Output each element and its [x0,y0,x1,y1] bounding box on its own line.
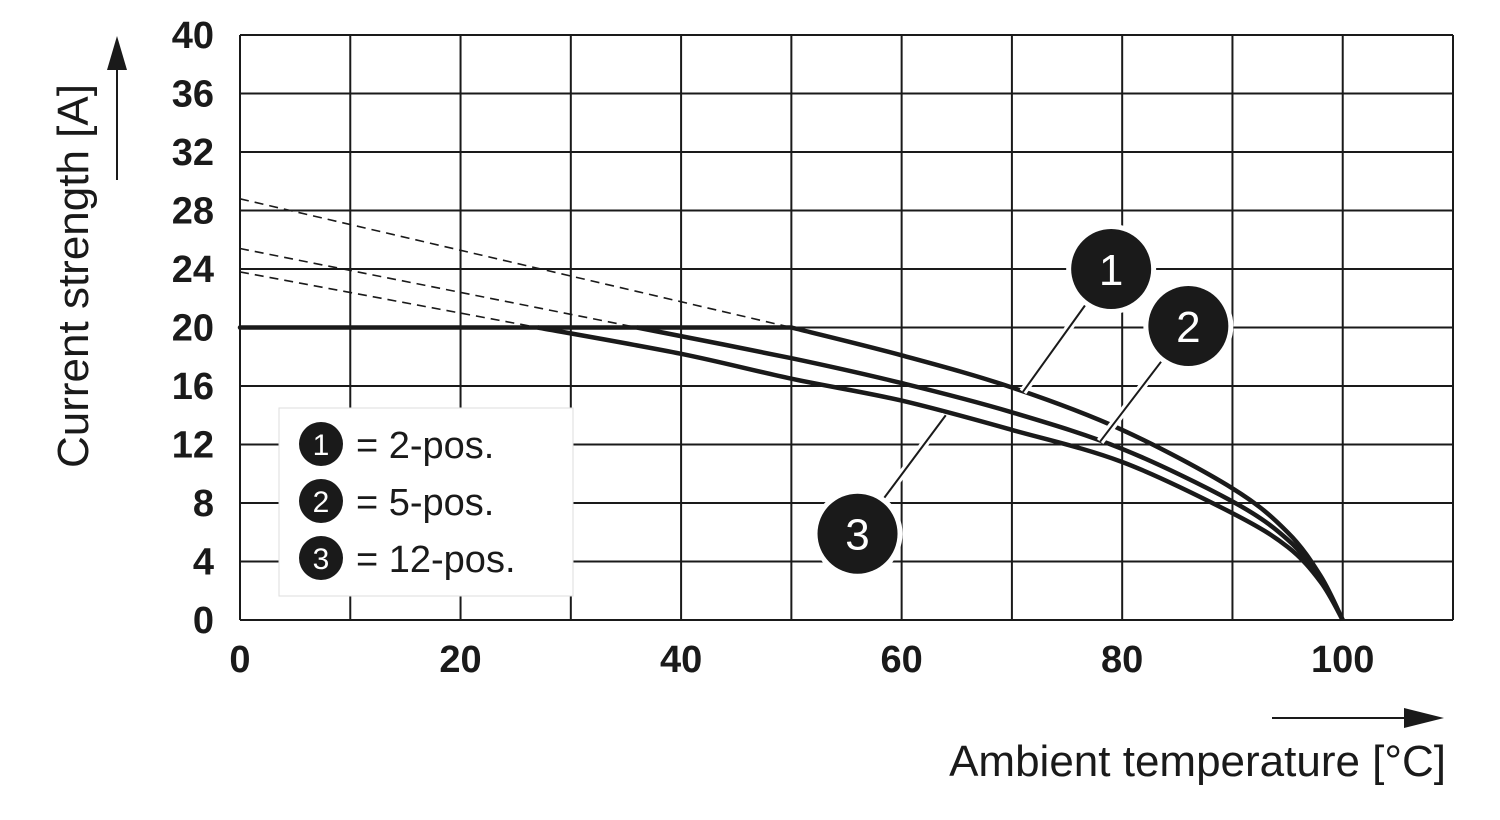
x-tick-label: 0 [229,639,250,681]
callout-number-3: 3 [845,511,869,560]
y-tick-label: 4 [193,542,214,584]
y-axis-arrow-icon [107,36,127,70]
y-tick-label: 16 [172,366,214,408]
plot-area [237,198,1345,622]
legend: 1 = 2-pos. 2 = 5-pos. 3 = 12-pos. [278,407,574,597]
legend-marker-3-number: 3 [313,543,330,576]
derating-curve-3 [537,325,1345,622]
legend-marker-3-icon [299,536,343,580]
x-tick-label: 60 [880,639,922,681]
y-tick-label: 36 [172,74,214,116]
x-tick-label: 40 [660,639,702,681]
legend-marker-2-icon [299,479,343,523]
y-tick-label: 32 [172,132,214,174]
x-tick-label: 20 [439,639,481,681]
extrapolation-line-3 [239,271,538,329]
legend-label-3: = 12-pos. [356,539,516,581]
legend-item-1: 1 = 2-pos. [299,422,494,467]
callout-marker-3-icon [817,493,898,574]
callout-marker-2-icon [1148,286,1229,367]
callout-leader-3 [880,414,947,503]
x-axis-arrow-icon [1404,708,1444,728]
y-tick-label: 20 [172,308,214,350]
x-tick-label: 100 [1311,639,1374,681]
x-axis-title-group: Ambient temperature [°C] [949,708,1446,786]
derating-curve-1 [790,325,1345,621]
legend-label-1: = 2-pos. [356,425,494,467]
callout-number-1: 1 [1099,246,1123,295]
y-axis-title: Current strength [A] [49,84,98,468]
extrapolation-line-2 [239,247,638,329]
derating-curve-2 [636,325,1345,622]
callout-leader-2 [1099,357,1165,443]
callout-leader-1 [1022,300,1089,393]
legend-label-2: = 5-pos. [356,482,494,524]
x-axis-title: Ambient temperature [°C] [949,737,1446,786]
y-tick-label: 12 [172,425,214,467]
callout-number-2: 2 [1176,303,1200,352]
y-tick-label: 40 [172,15,214,57]
callout-marker-1-icon [1071,229,1152,309]
legend-item-3: 3 = 12-pos. [299,536,516,581]
legend-marker-1-number: 1 [313,429,330,462]
y-axis-title-group: Current strength [A] [49,36,127,468]
y-tick-label: 0 [193,600,214,642]
y-tick-label: 8 [193,483,214,525]
extrapolation-line-1 [239,198,792,329]
y-tick-label: 28 [172,191,214,233]
callouts: 1 2 3 [812,224,1234,579]
legend-item-2: 2 = 5-pos. [299,479,494,524]
y-tick-label: 24 [172,249,214,291]
legend-marker-1-icon [299,422,343,466]
x-tick-label: 80 [1101,639,1143,681]
legend-marker-2-number: 2 [313,486,330,519]
